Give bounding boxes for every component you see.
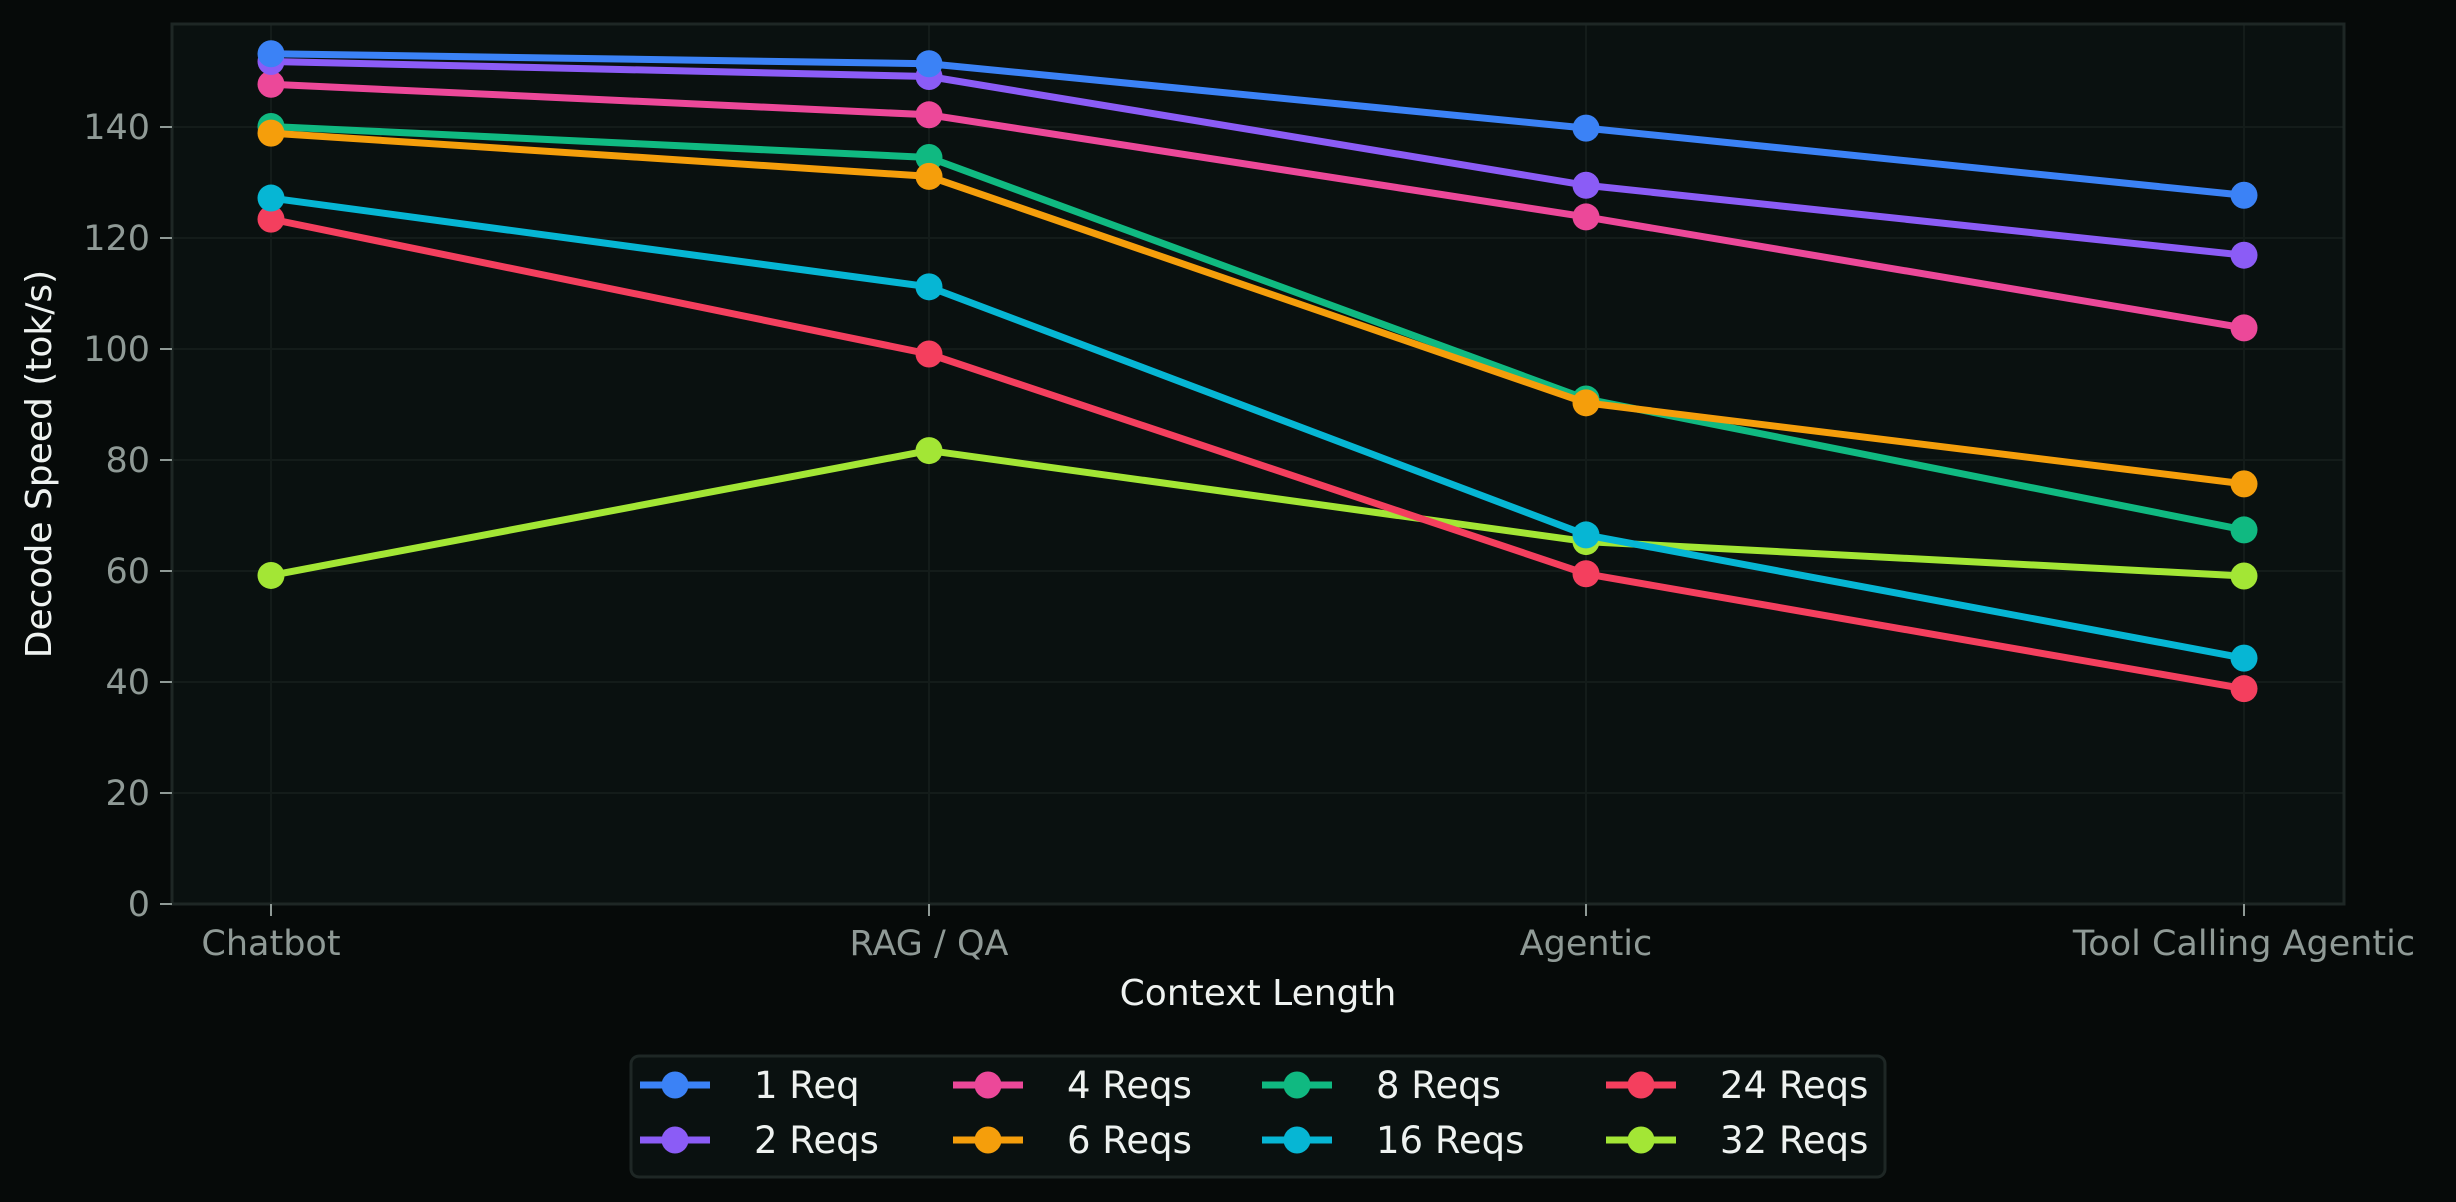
data-point-marker <box>915 144 943 172</box>
y-axis-title: Decode Speed (tok/s) <box>19 270 60 658</box>
legend-label: 6 Reqs <box>1067 1119 1192 1162</box>
data-point-marker <box>2230 562 2258 590</box>
legend-item: 16 Reqs <box>1262 1119 1524 1162</box>
data-point-marker <box>1572 389 1600 417</box>
data-point-marker <box>2230 470 2258 498</box>
legend-label: 24 Reqs <box>1720 1064 1868 1107</box>
data-point-marker <box>2230 314 2258 342</box>
data-point-marker <box>2230 516 2258 544</box>
legend-item: 2 Reqs <box>640 1119 879 1162</box>
legend-item: 8 Reqs <box>1262 1064 1501 1107</box>
legend-marker-icon <box>661 1071 689 1099</box>
legend-label: 1 Req <box>754 1064 860 1107</box>
data-point-marker <box>257 205 285 233</box>
legend-label: 16 Reqs <box>1376 1119 1524 1162</box>
legend: 1 Req 2 Reqs 4 Reqs 6 Reqs 8 Reqs 16 Reqs 24 R… <box>629 1054 1887 1179</box>
legend-marker-icon <box>1627 1071 1655 1099</box>
series-line <box>270 215 2245 693</box>
series-6-reqs <box>257 119 2258 498</box>
x-tick-label: Agentic <box>1520 924 1653 964</box>
data-point-marker <box>915 340 943 368</box>
data-point-marker <box>2230 644 2258 672</box>
series-line <box>270 194 2245 662</box>
legend-label: 2 Reqs <box>754 1119 879 1162</box>
data-point-marker <box>2230 675 2258 703</box>
series-line <box>270 447 2245 580</box>
series-24-reqs <box>257 205 2258 703</box>
series-lines <box>257 40 2258 703</box>
legend-marker-icon <box>1627 1126 1655 1154</box>
legend-marker-icon <box>974 1126 1002 1154</box>
series-line <box>270 80 2245 332</box>
legend-marker-icon <box>974 1071 1002 1099</box>
y-tick-label: 140 <box>83 108 150 148</box>
legend-box <box>629 1054 1887 1179</box>
y-tick-label: 0 <box>128 885 150 925</box>
data-point-marker <box>1572 203 1600 231</box>
data-point-marker <box>1572 114 1600 142</box>
data-point-marker <box>915 50 943 78</box>
x-tick-label: Tool Calling Agentic <box>2072 924 2415 964</box>
data-point-marker <box>1572 560 1600 588</box>
data-point-marker <box>915 101 943 129</box>
series-line <box>270 122 2245 534</box>
y-tick-label: 120 <box>83 219 150 259</box>
data-point-marker <box>257 119 285 147</box>
data-point-marker <box>2230 181 2258 209</box>
y-tick-label: 20 <box>105 774 150 814</box>
legend-item: 1 Req <box>640 1064 860 1107</box>
y-tick-label: 80 <box>105 441 150 481</box>
data-point-marker <box>257 184 285 212</box>
y-tick-label: 40 <box>105 663 150 703</box>
series-1-req <box>257 40 2258 209</box>
data-point-marker <box>257 561 285 589</box>
data-point-marker <box>257 40 285 68</box>
data-point-marker <box>915 437 943 465</box>
y-axis: 0 20 40 60 80 100 120 140 <box>83 108 172 925</box>
x-tick-label: Chatbot <box>201 924 340 964</box>
series-4-reqs <box>257 70 2258 342</box>
legend-item: 24 Reqs <box>1606 1064 1868 1107</box>
x-axis: Chatbot RAG / QA Agentic Tool Calling Agent… <box>201 904 2415 964</box>
series-line <box>270 58 2245 259</box>
y-tick-label: 100 <box>83 330 150 370</box>
series-line <box>270 50 2245 199</box>
series-line <box>270 129 2245 488</box>
x-axis-title: Context Length <box>1120 973 1397 1014</box>
legend-label: 32 Reqs <box>1720 1119 1868 1162</box>
legend-item: 6 Reqs <box>953 1119 1192 1162</box>
legend-label: 8 Reqs <box>1376 1064 1501 1107</box>
data-point-marker <box>915 273 943 301</box>
legend-label: 4 Reqs <box>1067 1064 1192 1107</box>
data-point-marker <box>915 162 943 190</box>
data-point-marker <box>1572 521 1600 549</box>
legend-item: 32 Reqs <box>1606 1119 1868 1162</box>
legend-marker-icon <box>1283 1071 1311 1099</box>
legend-item: 4 Reqs <box>953 1064 1192 1107</box>
legend-marker-icon <box>661 1126 689 1154</box>
x-tick-label: RAG / QA <box>850 924 1009 964</box>
plot-frame <box>170 22 2346 906</box>
data-point-marker <box>1572 171 1600 199</box>
data-point-marker <box>2230 241 2258 269</box>
legend-marker-icon <box>1283 1126 1311 1154</box>
series-16-reqs <box>257 184 2258 672</box>
data-point-marker <box>257 70 285 98</box>
y-tick-label: 60 <box>105 552 150 592</box>
